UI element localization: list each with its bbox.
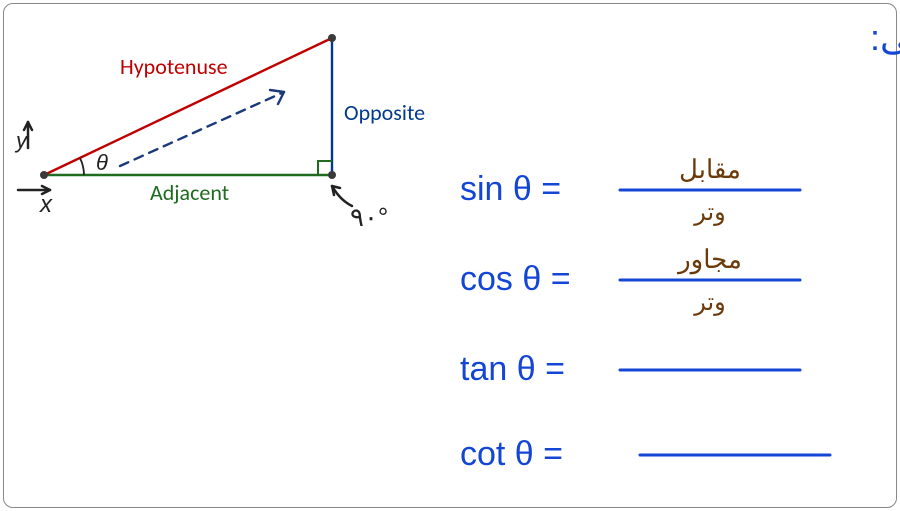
cos-num: مجاور bbox=[676, 244, 742, 275]
vertex-c bbox=[328, 34, 336, 42]
adjacent-label: Adjacent bbox=[150, 179, 229, 206]
dashed-arrow bbox=[120, 92, 284, 166]
theta-label: θ bbox=[96, 150, 108, 175]
theta-arc bbox=[80, 158, 84, 175]
x-axis-label: x bbox=[39, 191, 53, 218]
y-axis-label: y bbox=[14, 128, 29, 153]
vertex-b bbox=[328, 171, 336, 179]
ninety-label: ۹۰° bbox=[350, 202, 388, 232]
sin-fn: sin θ = bbox=[460, 170, 561, 208]
vertex-a bbox=[40, 171, 48, 179]
cos-den: وتر bbox=[693, 289, 726, 316]
cos-fn: cos θ = bbox=[460, 260, 571, 298]
hypotenuse-label: Hypotenuse bbox=[120, 53, 228, 80]
sin-num: مقابل bbox=[679, 154, 741, 184]
board-svg: y x Hypotenuse Opposite Adjacent θ ۹۰° ت… bbox=[0, 0, 900, 511]
ninety-arrow bbox=[332, 186, 352, 206]
tan-fn: tan θ = bbox=[460, 350, 565, 388]
sin-den: وتر bbox=[693, 199, 726, 226]
cot-fn: cot θ = bbox=[460, 435, 563, 473]
opposite-label: Opposite bbox=[344, 99, 425, 126]
page-title: تعریف نسبت های مثلثاتی: bbox=[870, 17, 900, 59]
